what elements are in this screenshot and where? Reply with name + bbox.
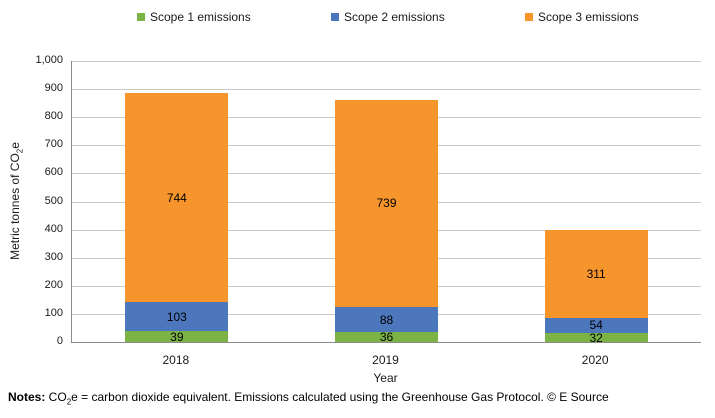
y-tick-label: 1,000 <box>35 54 63 66</box>
y-tick-label: 200 <box>44 278 63 291</box>
data-label: 36 <box>379 329 394 344</box>
x-tick-label: 2019 <box>372 353 399 367</box>
y-tick-label: 400 <box>44 222 63 235</box>
bar-2020-scope-2-emissions-segment: 54 <box>544 317 648 334</box>
legend-label-scope-1: Scope 1 emissions <box>150 10 251 24</box>
legend-label-scope-3: Scope 3 emissions <box>538 10 639 24</box>
legend-item-scope-2: Scope 2 emissions <box>331 9 445 25</box>
legend-item-scope-1: Scope 1 emissions <box>137 9 251 25</box>
bar-2020-scope-1-emissions-segment: 32 <box>544 330 648 345</box>
legend-item-scope-3: Scope 3 emissions <box>525 9 639 25</box>
data-label: 88 <box>379 312 394 327</box>
data-label: 311 <box>586 267 606 282</box>
data-label: 103 <box>166 309 187 324</box>
notes-subscript: 2 <box>66 397 72 407</box>
y-tick-label: 600 <box>44 166 63 179</box>
x-axis-title: Year <box>373 371 398 385</box>
data-label: 39 <box>170 329 184 344</box>
y-tick-label: 300 <box>44 250 63 263</box>
legend-label-scope-2: Scope 2 emissions <box>344 10 445 24</box>
plot-area: 39 103 744 36 88 739 32 54 311 <box>71 61 701 345</box>
data-label: 32 <box>589 330 603 345</box>
bar-2019-scope-2-emissions-segment: 88 <box>335 307 438 332</box>
y-tick-label: 800 <box>44 110 63 123</box>
chart-notes: Notes: CO2e = carbon dioxide equivalent.… <box>8 390 708 407</box>
y-tick-label: 0 <box>56 335 63 347</box>
bar-2018-scope-3-emissions-segment: 744 <box>125 93 229 303</box>
bar-2019: 36 88 739 <box>335 99 438 344</box>
bar-2019-scope-1-emissions-segment: 36 <box>335 329 438 344</box>
data-label: 744 <box>166 190 187 205</box>
bar-2018-scope-2-emissions-segment: 103 <box>125 302 229 332</box>
gridline <box>72 89 701 91</box>
scope-3-swatch-icon <box>525 13 533 21</box>
y-tick-label: 100 <box>44 306 63 319</box>
gridline <box>72 61 701 62</box>
scope-1-swatch-icon <box>137 13 145 21</box>
bar-2018: 39 103 744 <box>125 93 229 344</box>
bar-2020: 32 54 311 <box>544 230 648 345</box>
y-tick-label: 900 <box>44 82 63 95</box>
x-tick-label: 2020 <box>581 353 609 367</box>
bar-2018-scope-1-emissions-segment: 39 <box>125 329 229 344</box>
data-label: 54 <box>589 318 603 333</box>
notes-text-2: e = carbon dioxide equivalent. Emissions… <box>71 390 609 404</box>
data-label: 739 <box>376 196 397 211</box>
x-axis-tick-labels: 2018 2019 2020 <box>71 353 700 368</box>
y-tick-label: 700 <box>44 138 63 151</box>
scope-2-swatch-icon <box>331 13 339 21</box>
bar-2020-scope-3-emissions-segment: 311 <box>544 230 648 318</box>
notes-text-1: CO <box>45 390 67 404</box>
y-axis-tick-labels: 0 100 200 300 400 500 600 700 800 900 1,000 <box>0 54 63 347</box>
y-tick-label: 500 <box>44 194 63 207</box>
notes-label: Notes: <box>8 390 46 404</box>
bar-2019-scope-3-emissions-segment: 739 <box>335 99 438 308</box>
x-tick-label: 2018 <box>162 353 190 367</box>
